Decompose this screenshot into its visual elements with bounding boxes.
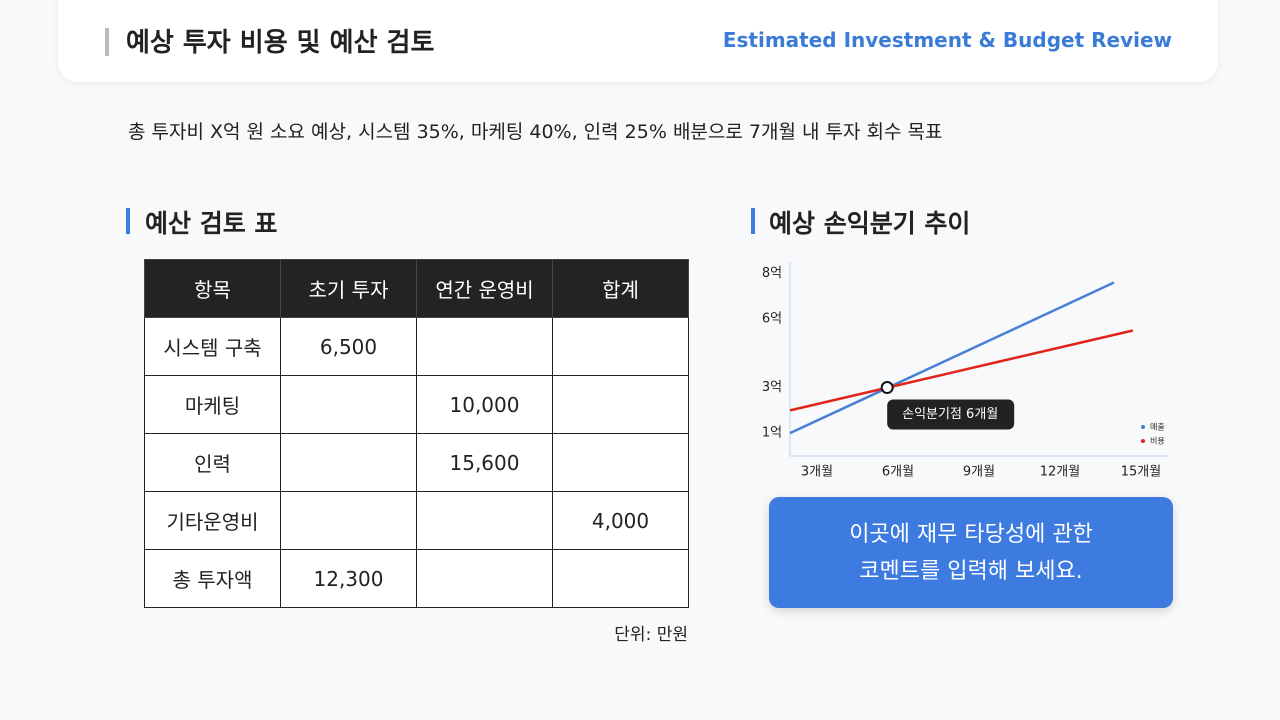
- section-bar: [751, 208, 755, 234]
- table-cell: 마케팅: [144, 375, 281, 434]
- table-cell: 6,500: [280, 317, 417, 376]
- column-header: 합계: [552, 259, 689, 318]
- y-tick-label: 6억: [762, 312, 782, 327]
- table-cell: 기타운영비: [144, 491, 281, 550]
- comment-box: 이곳에 재무 타당성에 관한 코멘트를 입력해 보세요.: [769, 497, 1173, 608]
- column-header: 항목: [144, 259, 281, 318]
- table-cell: [280, 491, 417, 550]
- table-cell: [416, 317, 553, 376]
- summary: 총 투자비 X억 원 소요 예상, 시스템 35%, 마케팅 40%, 인력 2…: [128, 121, 943, 143]
- x-tick-label: 6개월: [882, 465, 914, 480]
- unit-note: 단위: 만원: [614, 625, 688, 645]
- table-row: 마케팅 10,000: [144, 375, 689, 434]
- table-cell: [552, 375, 689, 434]
- table-cell: 인력: [144, 433, 281, 492]
- legend-swatch: [1141, 425, 1145, 429]
- header-row: 항목 초기 투자 연간 운영비 합계: [144, 259, 689, 318]
- table-row: 총 투자액 12,300: [144, 549, 689, 608]
- legend-label: 비용: [1150, 437, 1165, 446]
- table-cell: 총 투자액: [144, 549, 281, 608]
- header-bar: [105, 28, 109, 56]
- table-cell: 12,300: [280, 549, 417, 608]
- table-cell: 4,000: [552, 491, 689, 550]
- column-header: 초기 투자: [280, 259, 417, 318]
- header-card: [58, 0, 1218, 82]
- legend-label: 매출: [1150, 422, 1165, 432]
- table-cell: [280, 375, 417, 434]
- header-title: 예상 투자 비용 및 예산 검토: [126, 28, 435, 58]
- table-cell: [552, 549, 689, 608]
- section-title: 예산 검토 표: [145, 209, 278, 238]
- line: [789, 329, 1134, 412]
- table-cell: [416, 549, 553, 608]
- table-row: 시스템 구축 6,500: [144, 317, 689, 376]
- table-row: 인력 15,600: [144, 433, 689, 492]
- table-cell: 시스템 구축: [144, 317, 281, 376]
- annotation-box: [887, 399, 1015, 430]
- y-tick-label: 8억: [762, 266, 782, 281]
- y-tick-label: 1억: [762, 426, 782, 441]
- legend-swatch: [1141, 439, 1145, 443]
- table-cell: [416, 491, 553, 550]
- column-header: 연간 운영비: [416, 259, 553, 318]
- section-title: 예상 손익분기 추이: [769, 209, 971, 238]
- comment-line: 이곳에 재무 타당성에 관한: [849, 521, 1093, 547]
- table-row: 기타운영비 4,000: [144, 491, 689, 550]
- x-tick-label: 15개월: [1121, 465, 1161, 480]
- table-cell: [552, 433, 689, 492]
- x-tick-label: 12개월: [1040, 465, 1080, 480]
- y-tick-label: 3억: [762, 380, 782, 395]
- annotation: 손익분기점 6개월: [902, 407, 998, 422]
- line: [789, 281, 1115, 435]
- x-tick-label: 3개월: [801, 465, 833, 480]
- x-tick-label: 9개월: [963, 465, 995, 480]
- header-subtitle: Estimated Investment & Budget Review: [722, 28, 1172, 52]
- table-cell: 15,600: [416, 433, 553, 492]
- table-cell: [280, 433, 417, 492]
- budget-table: 항목 초기 투자 연간 운영비 합계 시스템 구축 6,500 마케팅 10,000 인력 15,…: [144, 259, 689, 608]
- comment-line: 코멘트를 입력해 보세요.: [859, 558, 1083, 584]
- break-even-point: [880, 381, 894, 395]
- section-bar: [126, 208, 130, 234]
- table-cell: 10,000: [416, 375, 553, 434]
- table-cell: [552, 317, 689, 376]
